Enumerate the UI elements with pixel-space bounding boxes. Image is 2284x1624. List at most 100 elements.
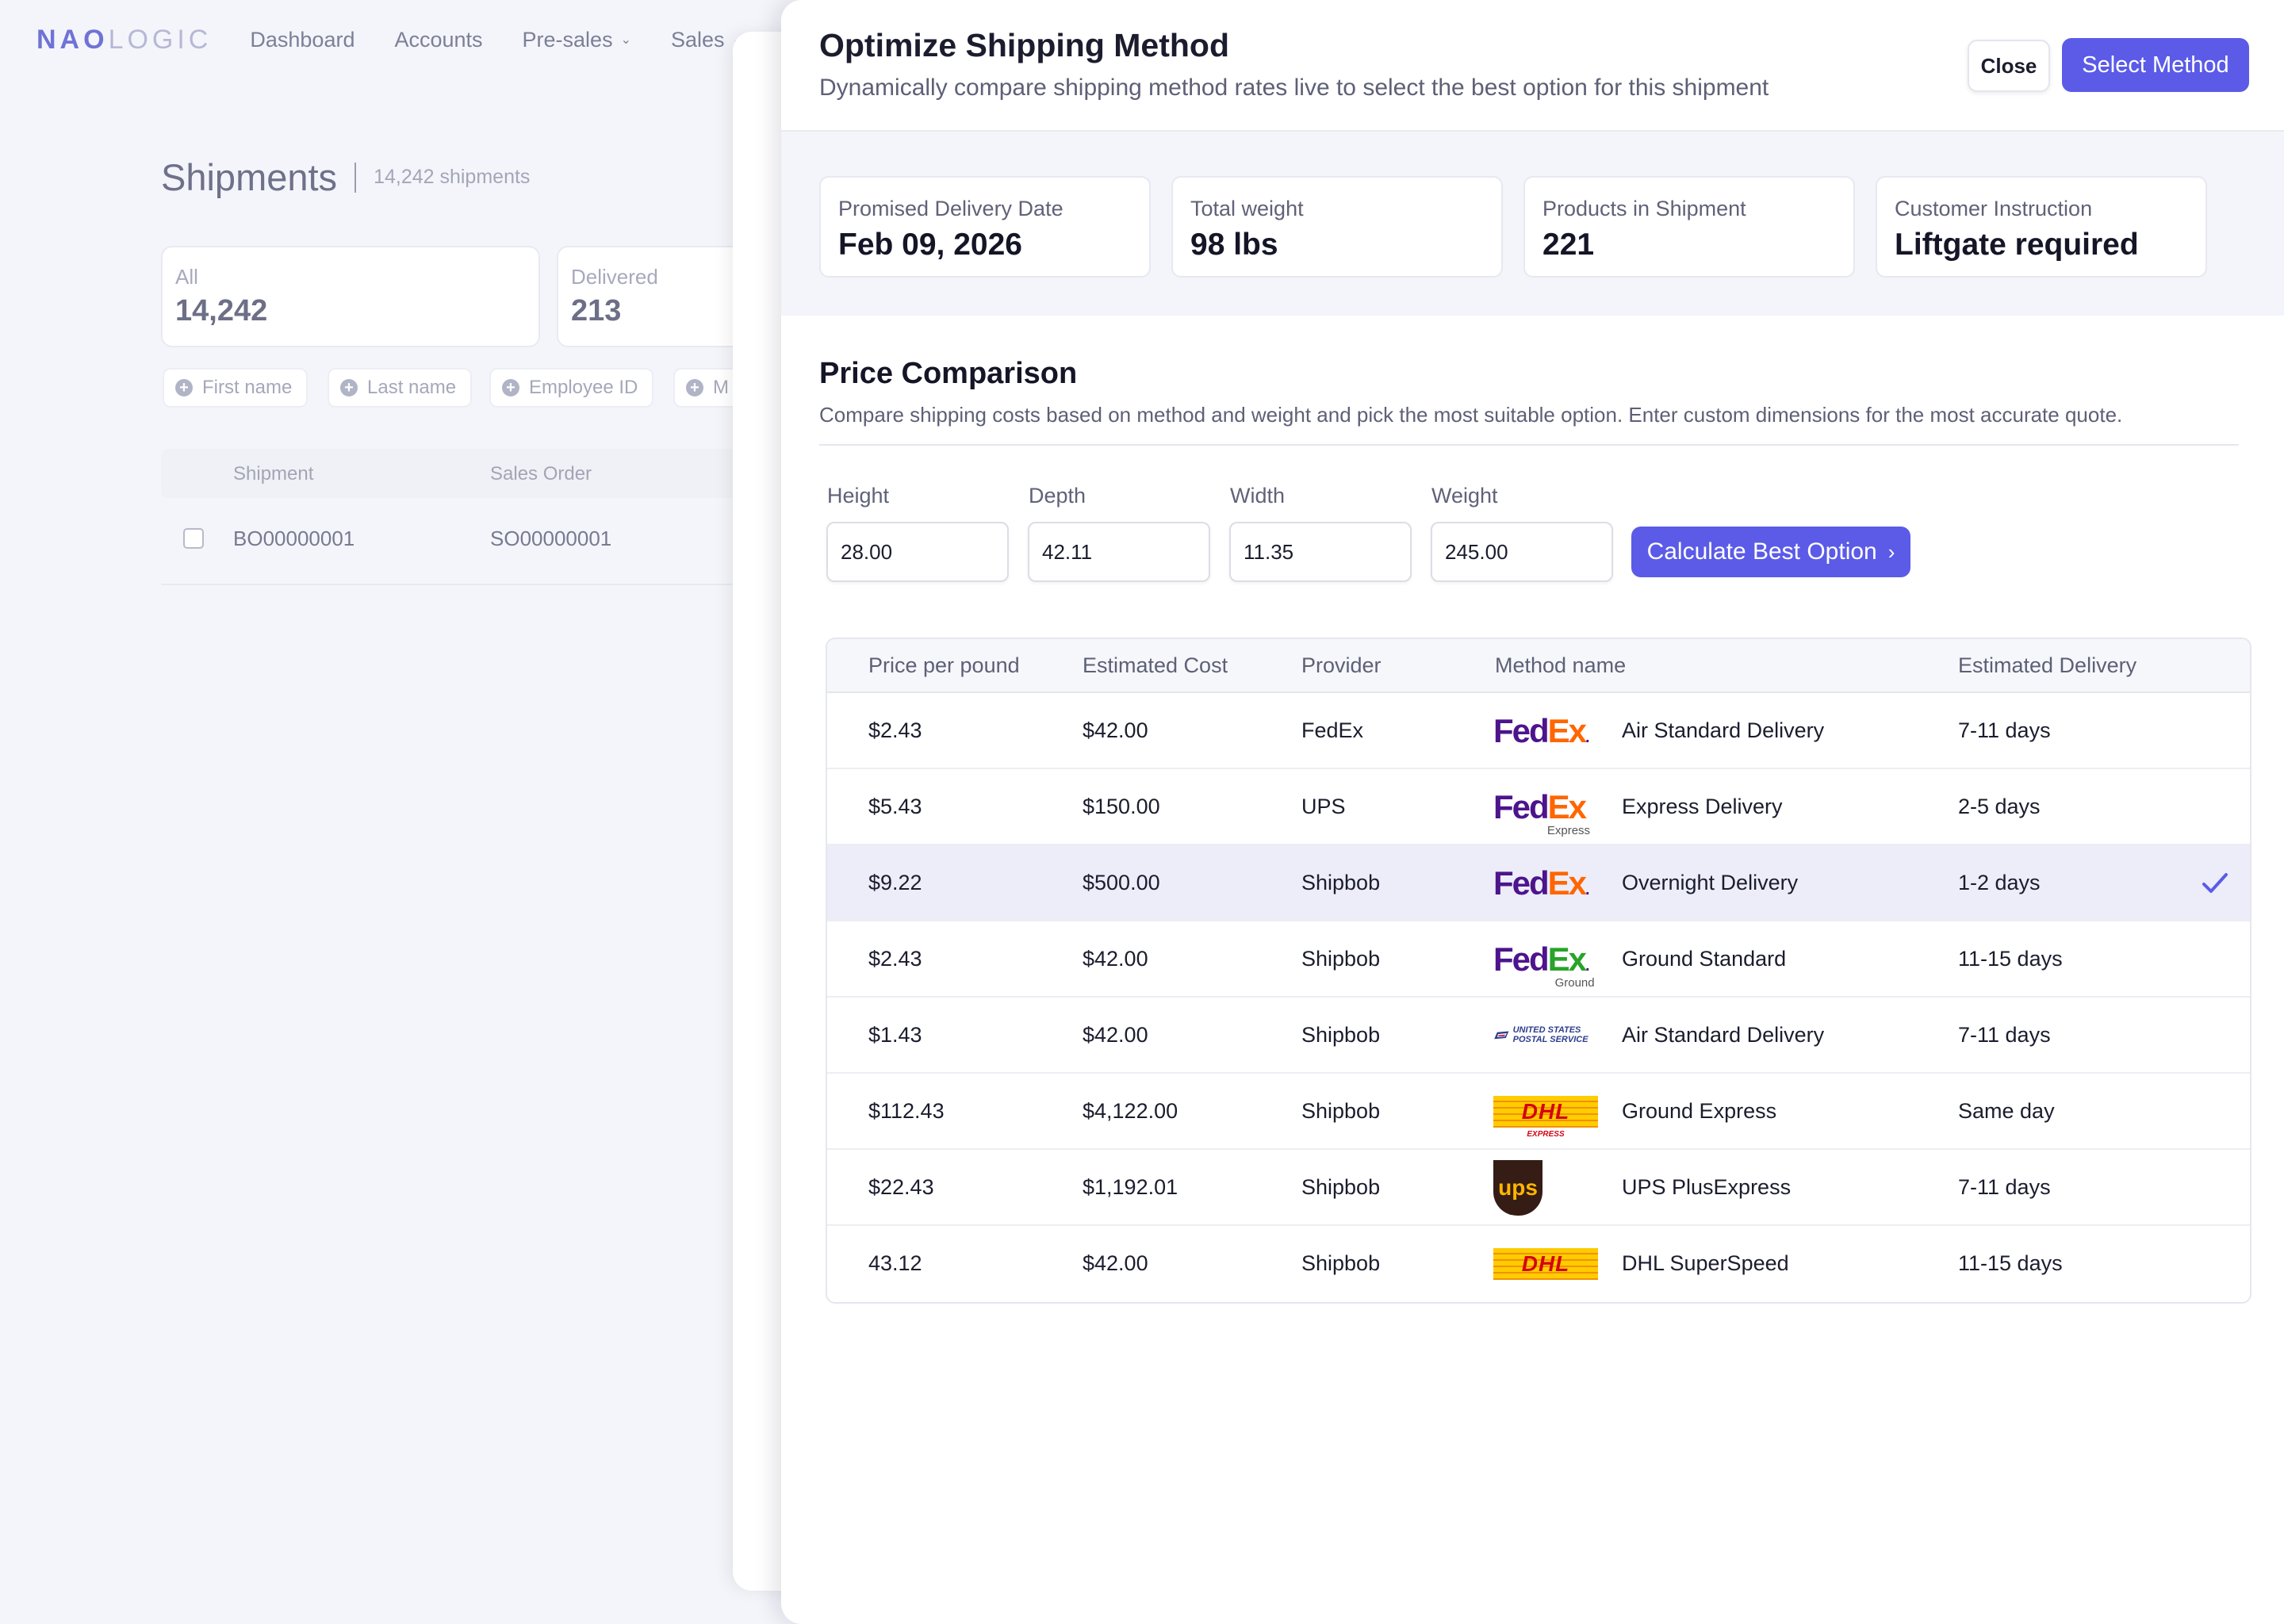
table-row[interactable]: $22.43 $1,192.01 Shipbob ups UPS PlusExpress… (827, 1150, 2250, 1226)
estimated-delivery: 7-11 days (1958, 1175, 2051, 1199)
carrier-logo: UNITED STATES POSTAL SERVICE (1493, 1010, 1601, 1061)
width-input[interactable] (1229, 522, 1412, 582)
stat-label: Delivered (571, 265, 658, 289)
depth-input[interactable] (1028, 522, 1210, 582)
top-navigation: NAOLOGIC Dashboard Accounts Pre-sales ⌄ S… (0, 0, 793, 79)
column-estimated-cost[interactable]: Estimated Cost (1083, 653, 1228, 677)
table-row[interactable]: 43.12 $42.00 Shipbob DHL DHL SuperSpeed 11-15… (827, 1226, 2250, 1302)
summary-label: Customer Instruction (1895, 197, 2093, 220)
column-shipment[interactable]: Shipment (233, 463, 314, 485)
chevron-right-icon: › (1887, 539, 1895, 564)
estimated-cost: $4,122.00 (1083, 1099, 1178, 1123)
nav-pre-sales[interactable]: Pre-sales ⌄ (522, 27, 631, 52)
estimated-delivery: 7-11 days (1958, 1023, 2051, 1047)
price-comparison-table: Price per pound Estimated Cost Provider … (826, 638, 2251, 1304)
nav-accounts[interactable]: Accounts (394, 27, 483, 52)
page-header: Shipments 14,242 shipments (161, 155, 530, 199)
estimated-cost: $42.00 (1083, 1023, 1148, 1047)
fedex-logo: FedEx. (1493, 712, 1590, 749)
shipments-table-header: Shipment Sales Order (161, 449, 795, 498)
estimated-delivery: 2-5 days (1958, 795, 2041, 818)
table-row[interactable]: $112.43 $4,122.00 Shipbob DHL EXPRESS Ground … (827, 1074, 2250, 1150)
estimated-delivery: 11-15 days (1958, 947, 2063, 971)
price-per-pound: $5.43 (868, 795, 922, 818)
height-input[interactable] (826, 522, 1009, 582)
ups-logo: ups (1493, 1160, 1542, 1216)
select-method-button[interactable]: Select Method (2062, 38, 2249, 92)
height-label: Height (827, 484, 890, 508)
column-price-per-pound[interactable]: Price per pound (868, 653, 1020, 677)
provider: Shipbob (1301, 1251, 1381, 1275)
carrier-logo: ups (1493, 1160, 1601, 1216)
row-checkbox[interactable] (183, 528, 204, 549)
shipment-summary: Promised Delivery Date Feb 09, 2026 Tota… (781, 132, 2284, 316)
table-row[interactable]: $2.43 $42.00 Shipbob FedEx. Ground Ground Sta… (827, 921, 2250, 998)
plus-icon: + (175, 379, 193, 396)
method-name: Air Standard Delivery (1622, 718, 1825, 742)
column-estimated-delivery[interactable]: Estimated Delivery (1958, 653, 2137, 677)
provider: Shipbob (1301, 947, 1381, 971)
check-icon (2199, 868, 2231, 903)
dhl-logo: DHL (1493, 1248, 1598, 1280)
dhl-express-logo: DHL EXPRESS (1493, 1096, 1598, 1139)
calculate-button-label: Calculate Best Option (1646, 538, 1877, 565)
summary-value: 98 lbs (1190, 228, 1278, 262)
naologic-logo[interactable]: NAOLOGIC (36, 24, 213, 55)
price-per-pound: $2.43 (868, 947, 922, 971)
price-per-pound: $2.43 (868, 718, 922, 742)
section-divider (819, 444, 2239, 446)
stat-card-all[interactable]: All 14,242 (161, 246, 540, 347)
column-method-name[interactable]: Method name (1495, 653, 1627, 677)
estimated-delivery: 1-2 days (1958, 871, 2041, 894)
price-per-pound: $22.43 (868, 1175, 934, 1199)
table-row[interactable]: BO00000001 SO00000001 (161, 508, 795, 585)
provider: UPS (1301, 795, 1346, 818)
stat-label: All (175, 265, 198, 289)
summary-label: Total weight (1190, 197, 1304, 220)
estimated-delivery: Same day (1958, 1099, 2055, 1123)
method-name: Ground Express (1622, 1099, 1777, 1123)
summary-total-weight: Total weight 98 lbs (1171, 176, 1503, 278)
depth-label: Depth (1029, 484, 1086, 508)
table-row[interactable]: $9.22 $500.00 Shipbob FedEx. Overnight Deliv… (827, 845, 2250, 921)
price-per-pound: $9.22 (868, 871, 922, 894)
carrier-logo: FedEx Express (1493, 782, 1601, 837)
filter-last-name[interactable]: + Last name (328, 368, 473, 408)
filter-first-name[interactable]: + First name (163, 368, 308, 408)
price-comparison-description: Compare shipping costs based on method a… (819, 403, 2123, 427)
column-provider[interactable]: Provider (1301, 653, 1382, 677)
carrier-logo: FedEx. Ground (1493, 934, 1601, 990)
estimated-delivery: 11-15 days (1958, 1251, 2063, 1275)
nav-dashboard[interactable]: Dashboard (250, 27, 355, 52)
method-name: Express Delivery (1622, 795, 1783, 818)
method-name: Air Standard Delivery (1622, 1023, 1825, 1047)
panel-header: Optimize Shipping Method Dynamically com… (781, 0, 2284, 132)
fedex-logo: FedEx. (1493, 864, 1590, 902)
table-row[interactable]: $5.43 $150.00 UPS FedEx Express Express Deliv… (827, 769, 2250, 845)
close-button[interactable]: Close (1968, 40, 2050, 92)
summary-label: Products in Shipment (1542, 197, 1746, 220)
filter-employee-id[interactable]: + Employee ID (489, 368, 654, 408)
price-per-pound: $1.43 (868, 1023, 922, 1047)
sales-order-id: SO00000001 (490, 527, 612, 550)
provider: Shipbob (1301, 871, 1381, 894)
price-comparison-title: Price Comparison (819, 357, 1078, 390)
page-title: Shipments (161, 156, 338, 198)
summary-label: Promised Delivery Date (838, 197, 1063, 220)
plus-icon: + (340, 379, 358, 396)
weight-label: Weight (1431, 484, 1498, 508)
title-divider (354, 162, 357, 193)
calculate-best-option-button[interactable]: Calculate Best Option › (1631, 527, 1910, 577)
estimated-cost: $42.00 (1083, 718, 1148, 742)
provider: Shipbob (1301, 1175, 1381, 1199)
carrier-logo: DHL (1493, 1239, 1601, 1289)
panel-subtitle: Dynamically compare shipping method rate… (819, 75, 1769, 101)
chevron-down-icon: ⌄ (620, 33, 631, 47)
provider: FedEx (1301, 718, 1364, 742)
column-sales-order[interactable]: Sales Order (490, 463, 592, 485)
estimated-cost: $42.00 (1083, 1251, 1148, 1275)
table-row[interactable]: $1.43 $42.00 Shipbob UNITED STATES POSTAL S… (827, 998, 2250, 1074)
carrier-logo: FedEx. (1493, 706, 1601, 756)
table-row[interactable]: $2.43 $42.00 FedEx FedEx. Air Standard Deliv… (827, 693, 2250, 769)
weight-input[interactable] (1431, 522, 1613, 582)
